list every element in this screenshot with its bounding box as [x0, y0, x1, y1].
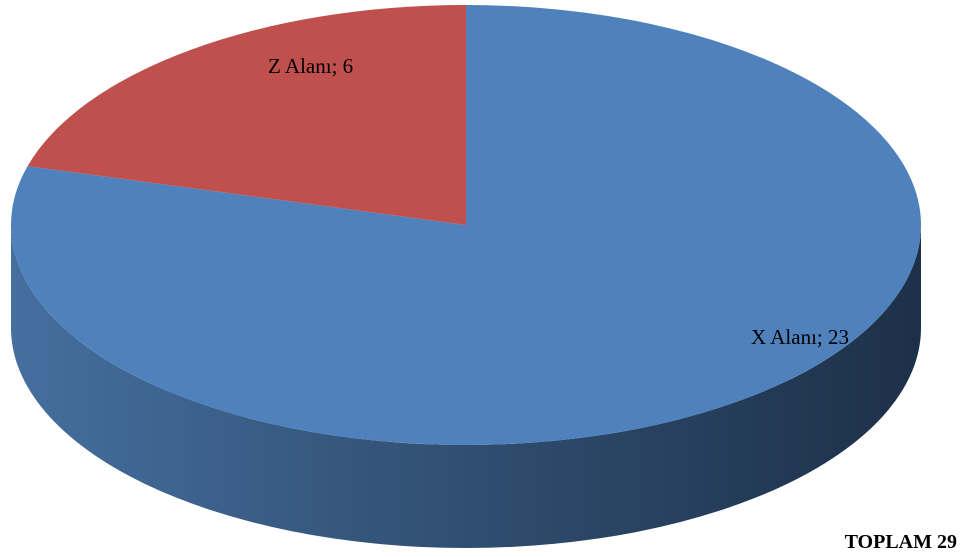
- pie-slice-x-alani: [10, 5, 922, 445]
- pie-data-labels: X Alanı; 23 Z Alanı; 6: [268, 54, 849, 349]
- data-label-0: X Alanı; 23: [751, 325, 849, 349]
- pie-side-wall: [11, 225, 921, 548]
- pie-slice-z-alani: [27, 5, 467, 225]
- data-label-1: Z Alanı; 6: [268, 54, 353, 78]
- total-label: TOPLAM 29: [844, 531, 957, 553]
- pie-side-wall-shape: [11, 225, 921, 548]
- pie-top-face: [10, 5, 922, 445]
